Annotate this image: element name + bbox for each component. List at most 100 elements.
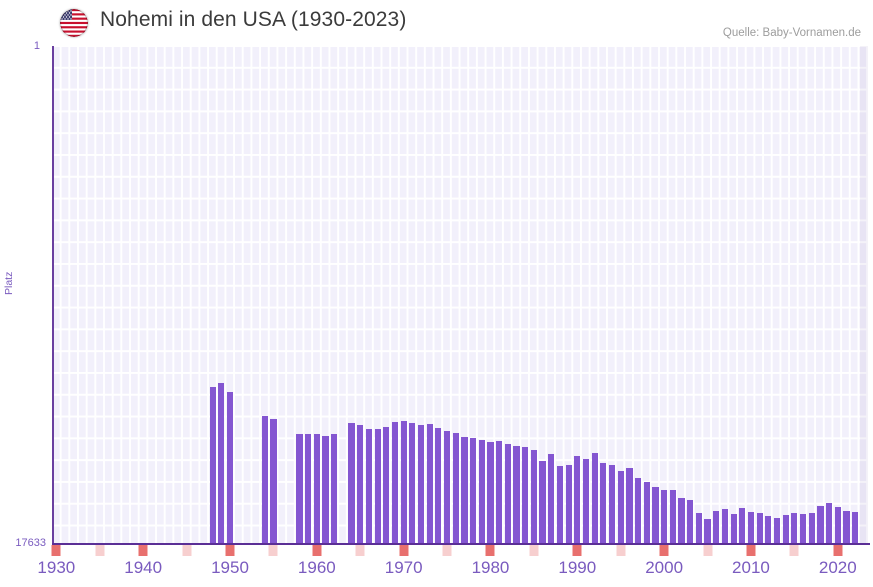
bar-2003[interactable] [687,500,694,544]
x-tick-mark-minor-1985 [529,545,539,556]
bar-2021[interactable] [843,511,850,544]
x-tick-mark-2010 [746,545,756,556]
bar-1985[interactable] [530,450,537,544]
bar-1991[interactable] [582,459,590,544]
bar-1998[interactable] [643,482,650,544]
bar-1997[interactable] [635,478,642,544]
bar-2013[interactable] [773,518,781,544]
x-tick-mark-minor-1995 [616,545,626,556]
bar-1988[interactable] [556,466,564,544]
bar-1966[interactable] [365,429,373,544]
bar-2008[interactable] [730,514,737,544]
bar-1996[interactable] [626,468,633,544]
page-title: Nohemi in den USA (1930-2023) [100,8,407,31]
bar-1970[interactable] [400,421,407,544]
bar-2002[interactable] [678,498,685,544]
bar-1961[interactable] [322,436,329,544]
bar-2018[interactable] [817,506,824,544]
bar-1984[interactable] [522,447,529,544]
x-axis-line [52,543,870,545]
bar-1999[interactable] [652,487,659,544]
x-tick-mark-1930 [51,545,61,556]
bar-2009[interactable] [739,508,746,544]
bar-1955[interactable] [270,419,277,544]
bar-1959[interactable] [305,434,312,544]
bar-2011[interactable] [756,513,763,544]
bar-series [52,46,868,544]
bar-1979[interactable] [478,440,485,544]
x-tick-label-1950: 1950 [211,558,249,577]
grid-lines [52,46,868,544]
bar-1981[interactable] [496,441,503,544]
bar-2016[interactable] [799,514,807,544]
bar-1994[interactable] [608,465,616,544]
bar-1995[interactable] [617,471,624,544]
bar-1965[interactable] [357,425,364,544]
bar-2010[interactable] [747,512,755,544]
bar-1968[interactable] [383,427,390,544]
bar-1958[interactable] [296,434,303,544]
y-axis-line [52,46,54,544]
x-tick-mark-minor-1945 [182,545,192,556]
bar-2012[interactable] [765,516,772,544]
x-tick-mark-1960 [312,545,322,556]
y-axis-title: Platz [3,271,15,295]
bar-1967[interactable] [374,429,381,544]
bar-1983[interactable] [513,446,520,544]
forecast-shaded-region [859,46,868,544]
bar-1992[interactable] [591,453,598,544]
bar-2004[interactable] [695,513,702,544]
bar-1974[interactable] [435,428,442,544]
bar-1950[interactable] [226,392,234,544]
bar-2001[interactable] [669,490,676,544]
x-tick-mark-minor-1975 [442,545,452,556]
x-tick-mark-1970 [399,545,409,556]
bar-2019[interactable] [826,503,833,544]
chart-header: Nohemi in den USA (1930-2023) Quelle: Ba… [0,0,873,44]
bar-1977[interactable] [461,437,468,544]
bar-2022[interactable] [852,512,859,544]
x-tick-label-1960: 1960 [297,558,336,577]
x-tick-label-2000: 2000 [645,558,684,577]
bar-2014[interactable] [782,515,789,544]
bar-2017[interactable] [808,513,815,544]
bar-1993[interactable] [600,463,607,544]
bar-1978[interactable] [470,438,477,544]
bar-2005[interactable] [704,519,711,544]
bar-1987[interactable] [548,454,555,544]
bar-1980[interactable] [487,442,494,544]
usa-flag-icon [60,9,88,37]
bar-2015[interactable] [791,513,798,544]
x-tick-mark-1990 [572,545,582,556]
bar-1962[interactable] [331,434,338,544]
bar-1960[interactable] [313,434,320,544]
bar-2000[interactable] [661,490,668,544]
x-tick-mark-minor-2015 [789,545,799,556]
x-tick-mark-1980 [485,545,495,556]
bar-2020[interactable] [834,507,841,544]
bar-1990[interactable] [574,456,581,544]
bar-1964[interactable] [348,423,355,544]
bar-2006[interactable] [713,511,720,544]
x-tick-label-1980: 1980 [471,558,510,577]
bar-1948[interactable] [209,387,216,544]
x-tick-mark-1950 [225,545,235,556]
bar-1986[interactable] [539,461,546,544]
bar-1973[interactable] [426,424,433,544]
x-tick-label-1930: 1930 [37,558,76,577]
bar-1971[interactable] [409,423,416,544]
bar-1954[interactable] [261,416,268,544]
bar-1989[interactable] [565,465,572,544]
x-tick-mark-minor-1935 [95,545,105,556]
bar-2007[interactable] [721,509,729,544]
x-tick-label-2010: 2010 [732,558,770,577]
bar-1969[interactable] [391,422,399,544]
bar-1982[interactable] [504,444,511,544]
bar-1976[interactable] [452,433,459,544]
bar-1949[interactable] [218,383,225,544]
x-tick-mark-minor-1965 [355,545,365,556]
bar-1975[interactable] [443,431,451,544]
bar-1972[interactable] [417,425,425,544]
source-note: Quelle: Baby-Vornamen.de [722,27,861,39]
